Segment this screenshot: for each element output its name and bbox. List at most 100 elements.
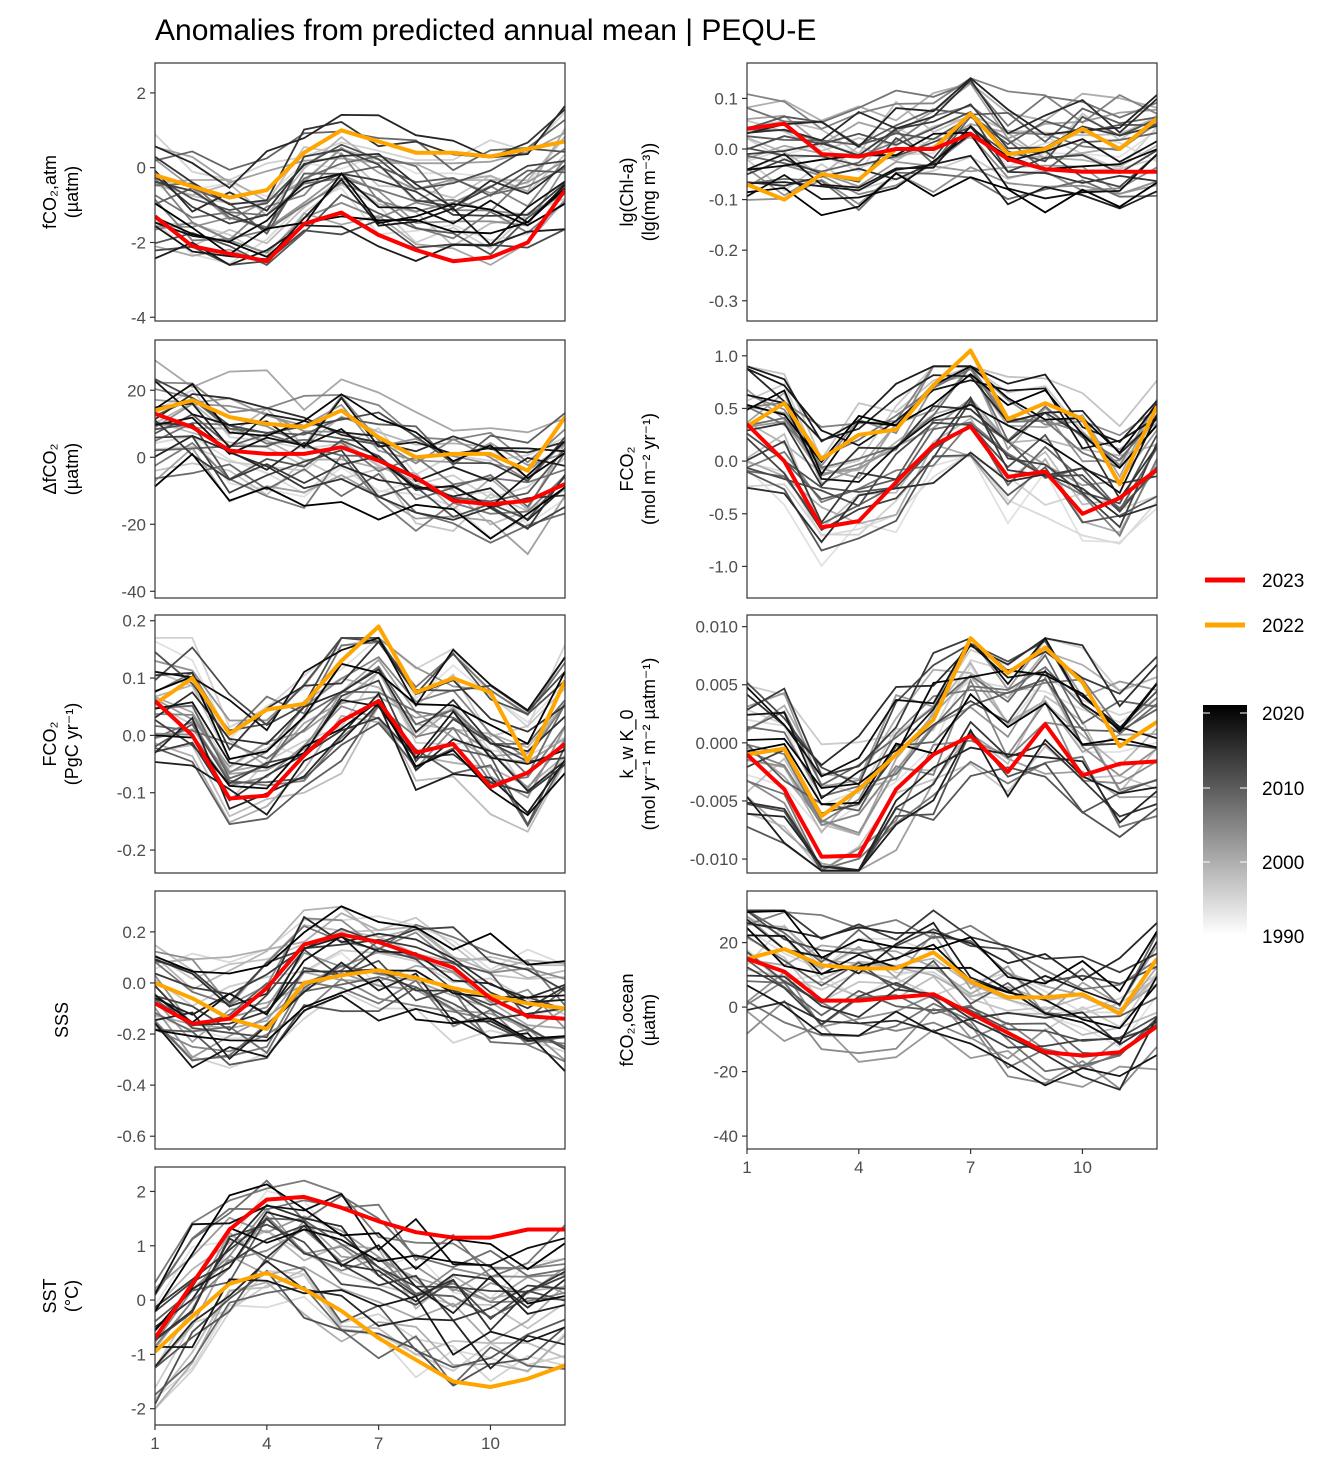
- background-years: [155, 636, 565, 833]
- background-years: [155, 1179, 565, 1410]
- x-tick-label: 10: [1073, 1158, 1092, 1177]
- panel-border: [154, 614, 566, 874]
- y-tick-label: 2: [137, 84, 146, 103]
- year-line: [155, 1207, 565, 1331]
- y-tick-label: 2: [137, 1182, 146, 1201]
- year-line: [747, 910, 1157, 993]
- year-line: [747, 653, 1157, 787]
- year-line: [155, 703, 565, 828]
- year-line: [747, 728, 1157, 872]
- y-tick-label: -40: [713, 1127, 738, 1146]
- y-tick-label: -0.5: [709, 505, 738, 524]
- background-years: [155, 105, 565, 267]
- colorbar-label-2010: 2010: [1262, 779, 1304, 800]
- y-tick-label: 0.5: [714, 399, 738, 418]
- year-line: [155, 1224, 565, 1341]
- year-line: [155, 994, 565, 1072]
- year-line: [155, 1269, 565, 1410]
- year-line: [155, 378, 565, 483]
- year-line: [155, 359, 565, 434]
- year-line: [747, 636, 1157, 778]
- y-tick-label: 0: [137, 159, 146, 178]
- y-axis-label: ΔfCO₂ (µatm): [40, 443, 82, 495]
- panel-border: [746, 614, 1158, 874]
- x-tick-label: 1: [150, 1434, 159, 1453]
- year-line: [155, 1211, 565, 1332]
- series-2022: [155, 128, 565, 200]
- year-line: [747, 909, 1157, 974]
- year-line: [747, 443, 1157, 534]
- year-line: [155, 662, 565, 761]
- year-line: [747, 1010, 1157, 1088]
- year-line: [155, 155, 565, 229]
- year-line: [747, 100, 1157, 156]
- y-axis-label: fCO₂,ocean (µatm): [617, 973, 659, 1066]
- year-line: [747, 911, 1157, 991]
- y-tick-label: 0.2: [122, 923, 146, 942]
- year-line: [747, 103, 1157, 157]
- year-line: [747, 974, 1157, 1046]
- panel-7: 20 0 -20 -401 4 7 10 fCO₂,ocean (µatm): [617, 890, 1158, 1177]
- y-axis-label: FCO₂ (mol m⁻² yr⁻¹): [617, 413, 659, 525]
- year-line: [155, 923, 565, 1006]
- year-line: [155, 1254, 565, 1368]
- year-line: [747, 454, 1157, 552]
- x-tick-label: 4: [262, 1434, 271, 1453]
- y-tick-label: 0.0: [122, 974, 146, 993]
- y-tick-label: -4: [131, 308, 146, 327]
- series-2022: [747, 636, 1157, 819]
- panel-border: [154, 890, 566, 1150]
- year-line: [747, 399, 1157, 532]
- y-tick-label: -0.1: [709, 191, 738, 210]
- panel-border: [746, 62, 1158, 322]
- year-line: [747, 77, 1157, 149]
- year-line: [747, 421, 1157, 514]
- year-line: [747, 922, 1157, 982]
- y-tick-label: -0.010: [690, 850, 738, 869]
- year-line: [747, 166, 1157, 206]
- year-line: [155, 915, 565, 971]
- y-tick-label: -0.2: [117, 841, 146, 860]
- y-tick-label: 20: [719, 934, 738, 953]
- year-line: [155, 1229, 565, 1369]
- series-2023: [155, 1194, 565, 1340]
- y-tick-label: -40: [121, 582, 146, 601]
- series-2022: [747, 111, 1157, 202]
- year-line: [155, 936, 565, 1016]
- x-tick-label: 7: [374, 1434, 383, 1453]
- y-axis-label: fCO₂,atm (µatm): [40, 155, 82, 229]
- series-2023: [155, 932, 565, 1026]
- year-line: [155, 1256, 565, 1369]
- year-line: [747, 365, 1157, 462]
- y-tick-label: 0.1: [714, 89, 738, 108]
- year-line: [155, 959, 565, 1050]
- y-tick-label: 0.010: [695, 618, 738, 637]
- year-line: [747, 677, 1157, 827]
- panel-4: 0.2 0.1 0.0 -0.1 -0.2 FCO₂ (PgC yr⁻¹): [40, 612, 566, 874]
- panel-5: 0.010 0.005 0.000 -0.005 -0.010 k_w K_0 (mol y…: [617, 614, 1158, 874]
- year-line: [747, 365, 1157, 477]
- year-line: [747, 77, 1157, 130]
- year-line: [155, 224, 565, 266]
- y-tick-label: -0.3: [709, 292, 738, 311]
- x-tick-label: 7: [966, 1158, 975, 1177]
- series-2022: [747, 348, 1157, 487]
- year-line: [155, 986, 565, 1066]
- year-line: [155, 978, 565, 1042]
- year-line: [747, 637, 1157, 777]
- panel-border: [154, 62, 566, 322]
- panel-border: [746, 890, 1158, 1150]
- series-2023: [155, 188, 565, 264]
- year-line: [155, 905, 565, 975]
- series-2022: [155, 398, 565, 473]
- year-line: [747, 454, 1157, 568]
- series-2023: [747, 956, 1157, 1058]
- series-2023: [747, 121, 1157, 174]
- year-line: [155, 699, 565, 769]
- year-line: [747, 451, 1157, 544]
- y-tick-label: 0: [729, 998, 738, 1017]
- year-line: [747, 637, 1157, 767]
- x-tick-label: 4: [854, 1158, 863, 1177]
